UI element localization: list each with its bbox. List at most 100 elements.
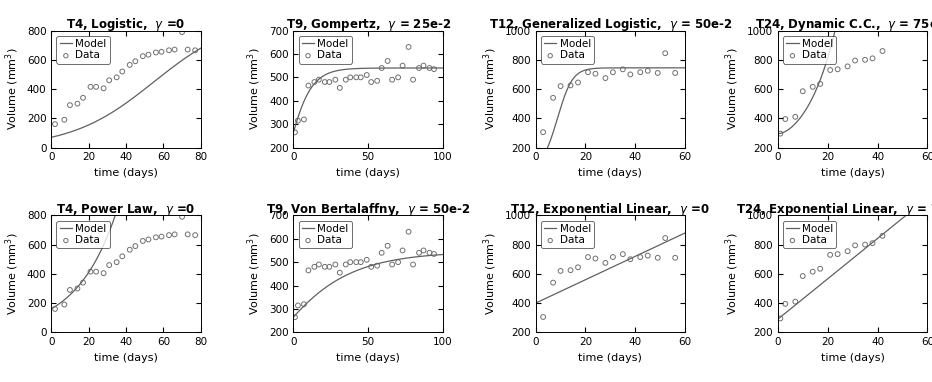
Title: T4, Logistic,  $\gamma$ =0: T4, Logistic, $\gamma$ =0 xyxy=(66,16,185,33)
Data xyxy=(830,251,845,257)
Data xyxy=(148,49,163,55)
Data xyxy=(606,69,621,75)
Data xyxy=(154,233,169,240)
Title: T12, Generalized Logistic,  $\gamma$ = 50e-2: T12, Generalized Logistic, $\gamma$ = 50… xyxy=(488,16,733,33)
Data xyxy=(180,231,195,238)
Model xyxy=(790,121,802,125)
Data xyxy=(102,77,116,83)
Legend: Model, Data: Model, Data xyxy=(783,36,836,63)
Data xyxy=(318,264,333,270)
Model xyxy=(638,250,650,254)
Data xyxy=(658,50,673,56)
Data xyxy=(311,77,326,83)
Data xyxy=(89,84,103,90)
Model xyxy=(530,164,541,169)
Data xyxy=(375,65,390,71)
Data xyxy=(174,29,189,35)
Data xyxy=(633,254,648,260)
Data xyxy=(96,270,111,276)
Model xyxy=(790,302,802,307)
Line: Model: Model xyxy=(536,233,685,303)
Data xyxy=(401,229,416,235)
Data xyxy=(615,66,630,72)
Legend: Model, Data: Model, Data xyxy=(298,220,351,248)
Data xyxy=(667,255,682,261)
Data xyxy=(141,236,156,243)
Model xyxy=(382,66,393,70)
Data xyxy=(588,256,603,262)
Data xyxy=(840,248,855,254)
Data xyxy=(370,78,385,84)
Model xyxy=(881,229,892,233)
Model xyxy=(63,293,75,298)
Data xyxy=(318,79,333,85)
Data xyxy=(70,285,85,291)
Model xyxy=(396,66,407,70)
Data xyxy=(412,250,427,256)
Line: Model: Model xyxy=(51,0,200,309)
Model xyxy=(880,230,891,234)
Data xyxy=(75,95,90,101)
Data xyxy=(581,69,596,75)
Data xyxy=(311,261,326,267)
Data xyxy=(109,74,124,80)
Model xyxy=(831,19,843,24)
Data xyxy=(349,74,363,80)
Title: T4, Power Law,  $\gamma$ =0: T4, Power Law, $\gamma$ =0 xyxy=(56,202,196,218)
Data xyxy=(333,270,348,276)
Data xyxy=(333,85,348,91)
Data xyxy=(135,238,150,244)
Model xyxy=(831,269,843,274)
Data xyxy=(391,74,405,80)
Model xyxy=(821,59,832,64)
Y-axis label: Volume (mm$^3$): Volume (mm$^3$) xyxy=(4,233,21,315)
Data xyxy=(667,70,682,76)
Data xyxy=(606,254,621,260)
Data xyxy=(830,66,845,72)
Data xyxy=(343,259,358,265)
Data xyxy=(875,48,890,54)
Data xyxy=(651,70,665,76)
Model xyxy=(306,85,317,90)
Data xyxy=(553,83,568,89)
Data xyxy=(322,264,336,270)
Data xyxy=(287,129,302,135)
Data xyxy=(287,314,302,320)
Model xyxy=(866,241,877,245)
Data xyxy=(154,49,169,55)
Data xyxy=(412,65,427,71)
Model xyxy=(437,252,448,257)
Model xyxy=(530,301,541,305)
X-axis label: time (days): time (days) xyxy=(821,353,884,363)
Y-axis label: Volume (mm$^3$): Volume (mm$^3$) xyxy=(723,48,741,130)
Data xyxy=(109,259,124,265)
Data xyxy=(788,299,802,305)
Model xyxy=(579,68,590,73)
Data xyxy=(338,77,353,83)
Model xyxy=(105,227,116,231)
Data xyxy=(122,247,137,253)
Data xyxy=(167,231,182,238)
Data xyxy=(363,79,378,85)
Data xyxy=(62,287,77,293)
Data xyxy=(623,71,637,78)
Data xyxy=(563,83,578,89)
Data xyxy=(180,47,195,53)
Data xyxy=(385,77,400,83)
Data xyxy=(847,242,862,248)
X-axis label: time (days): time (days) xyxy=(94,168,158,178)
Model xyxy=(589,273,600,278)
Model xyxy=(105,111,116,116)
Data xyxy=(623,256,637,262)
X-axis label: time (days): time (days) xyxy=(94,353,158,363)
Data xyxy=(385,261,400,267)
Model xyxy=(140,81,151,86)
Data xyxy=(805,84,820,90)
Data xyxy=(401,44,416,50)
Data xyxy=(187,47,202,53)
Data xyxy=(598,260,613,266)
Data xyxy=(788,114,802,120)
Data xyxy=(395,63,410,69)
Data xyxy=(416,248,431,254)
Data xyxy=(416,63,431,69)
